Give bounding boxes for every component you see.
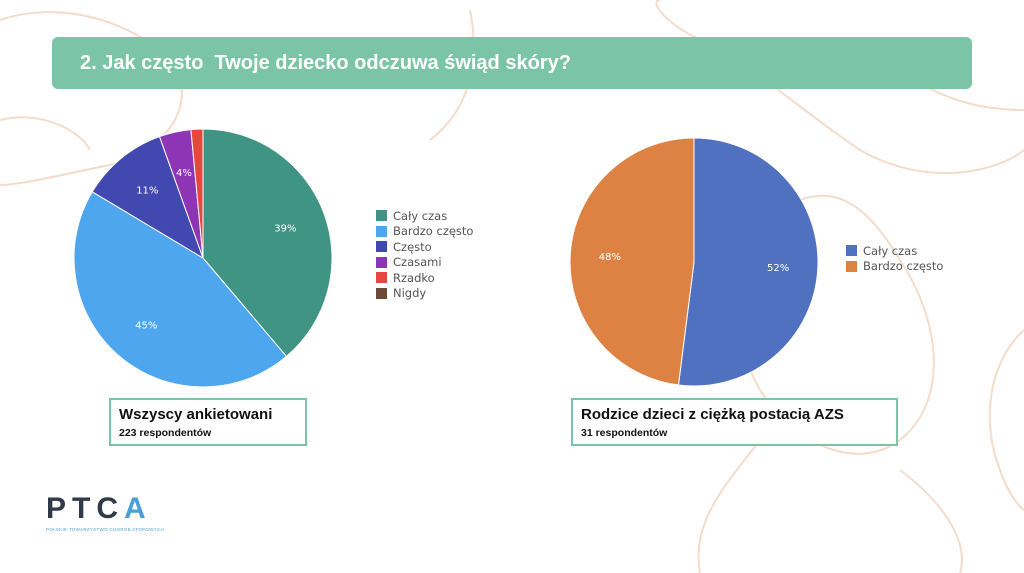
legend-label: Cały czas [863, 243, 918, 258]
legend-label: Rzadko [393, 270, 435, 285]
legend-all-respondents: Cały czas Bardzo często Często Czasami Rzadk… [376, 208, 473, 301]
legend-swatch [376, 241, 387, 253]
logo-text: PTC [46, 492, 124, 525]
legend-item-rzadko: Rzadko [376, 270, 473, 286]
logo-text-accent: A [124, 492, 152, 525]
legend-label: Cały czas [393, 208, 448, 223]
pie-slice-czesto [91, 135, 204, 260]
legend-label: Czasami [393, 255, 442, 270]
legend-severe-azs: Cały czas Bardzo często [846, 243, 943, 274]
pie-data-label-czesto: 11% [136, 186, 158, 197]
legend-item-bardzo-czesto: Bardzo często [846, 259, 943, 275]
legend-swatch [376, 210, 387, 222]
pie-slice-bardzo-czesto [73, 191, 288, 388]
legend-swatch [376, 287, 387, 299]
legend-item-caly-czas: Cały czas [376, 208, 473, 224]
legend-label: Często [393, 239, 432, 254]
legend-item-nigdy: Nigdy [376, 286, 473, 302]
legend-item-czasami: Czasami [376, 255, 473, 271]
pie-slice-caly-czas [677, 137, 819, 387]
legend-item-caly-czas: Cały czas [846, 243, 943, 259]
legend-label: Bardzo często [863, 259, 944, 274]
pie-data-label-bardzo-czesto: 45% [135, 320, 157, 331]
logo-tagline: POLSKIE TOWARZYSTWO CHORÓB ATOPOWYCH [46, 527, 165, 532]
caption-title: Rodzice dzieci z ciężką postacią AZS [581, 406, 844, 423]
caption-severe-azs: Rodzice dzieci z ciężką postacią AZS 31 … [571, 398, 898, 446]
page-title: 2. Jak często Twoje dziecko odczuwa świą… [80, 51, 571, 74]
pie-slice-caly-czas [202, 128, 333, 358]
legend-item-czesto: Często [376, 239, 473, 255]
legend-label: Bardzo często [393, 224, 474, 239]
ptca-logo: PTCA POLSKIE TOWARZYSTWO CHORÓB ATOPOWYC… [46, 492, 165, 533]
pie-data-label-caly-czas: 52% [767, 263, 789, 274]
pie-slice-bardzo-czesto [569, 137, 695, 386]
caption-respondents-count: 223 respondentów [119, 427, 212, 439]
pie-data-label-caly-czas: 39% [274, 223, 296, 234]
legend-swatch [846, 245, 857, 257]
pie-chart-severe-azs: 52% 48% [569, 137, 819, 387]
pie-data-label-bardzo-czesto: 48% [599, 252, 621, 263]
caption-title: Wszyscy ankietowani [119, 406, 273, 423]
legend-item-bardzo-czesto: Bardzo często [376, 224, 473, 240]
legend-swatch [376, 225, 387, 237]
legend-swatch [376, 272, 387, 284]
pie-data-label-czasami: 4% [176, 168, 192, 179]
caption-all-respondents: Wszyscy ankietowani 223 respondentów [109, 398, 307, 446]
pie-chart-all-respondents: 39% 45% 11% 4% [73, 128, 333, 388]
legend-swatch [376, 256, 387, 268]
title-bar: 2. Jak często Twoje dziecko odczuwa świą… [52, 37, 972, 89]
caption-respondents-count: 31 respondentów [581, 427, 668, 439]
pie-slice-rzadko [190, 128, 204, 259]
legend-swatch [846, 260, 857, 272]
legend-label: Nigdy [393, 286, 427, 301]
